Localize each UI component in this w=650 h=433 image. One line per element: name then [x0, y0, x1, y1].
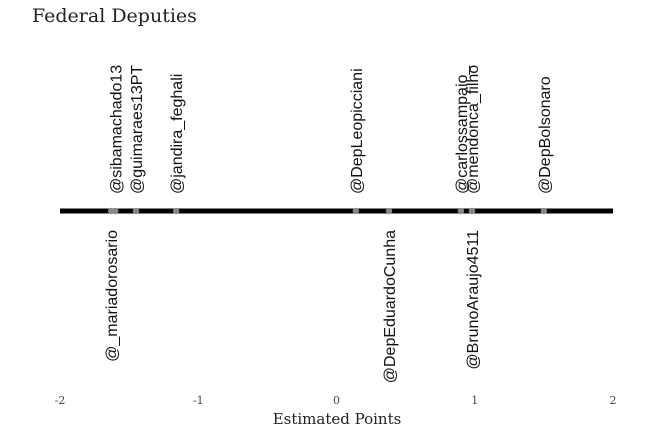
data-point [468, 207, 476, 215]
chart-title: Federal Deputies [32, 5, 197, 27]
x-tick-label: 0 [333, 394, 340, 407]
data-point [107, 207, 115, 215]
point-label: @guimaraes13PT [129, 65, 146, 194]
data-point [132, 207, 140, 215]
point-label: @DepEduardoCunha [382, 230, 399, 383]
data-point [457, 207, 465, 215]
x-tick-labels: -2 -1 0 1 2 [55, 394, 617, 407]
point-label: @DepLeopicciani [349, 68, 366, 194]
x-tick-label: -2 [55, 394, 66, 407]
point-label: @carlossampaio_ [454, 65, 471, 194]
data-point [385, 207, 393, 215]
x-axis-title: Estimated Points [273, 410, 402, 428]
data-point [540, 207, 548, 215]
point-label: @jandira_feghali [169, 74, 186, 194]
point-label: @sibamachado13 [108, 65, 125, 194]
point-label: @BrunoAraujo4511 [465, 230, 482, 370]
data-point [172, 207, 180, 215]
data-points [107, 207, 548, 215]
point-labels: @sibamachado13 @_mariadorosario @guimaraes… [104, 65, 554, 384]
point-label: @_mariadorosario [104, 230, 121, 362]
data-point [352, 207, 360, 215]
point-label: @mendonca_filho [465, 65, 482, 194]
x-tick-label: 2 [610, 394, 617, 407]
x-tick-label: -1 [193, 394, 204, 407]
x-tick-label: 1 [471, 394, 478, 407]
point-label: @DepBolsonaro [537, 76, 554, 194]
